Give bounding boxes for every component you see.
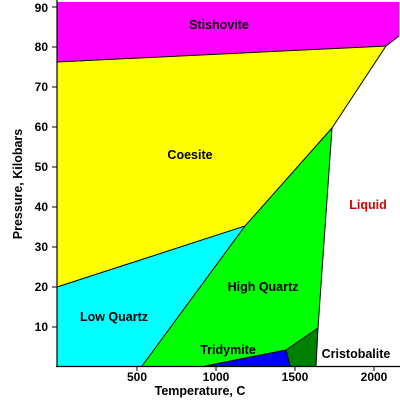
x-tick-label: 500	[127, 370, 147, 384]
y-tick-label: 50	[35, 160, 49, 174]
label-stishovite: Stishovite	[189, 18, 249, 32]
x-axis-title: Temperature, C	[155, 384, 246, 398]
y-tick-label: 70	[35, 80, 49, 94]
boundary-low-high-quartz	[141, 225, 246, 367]
y-axis-title: Pressure, Kilobars	[11, 129, 25, 240]
label-cristobalite: Cristobalite	[322, 347, 391, 361]
y-tick-label: 90	[35, 1, 49, 15]
region-coesite	[57, 46, 386, 287]
x-tick-marks	[136, 366, 375, 371]
y-tick-label: 20	[35, 280, 49, 294]
region-low-quartz	[57, 226, 245, 366]
boundary-coesite-liquid	[315, 45, 387, 367]
region-stishovite	[57, 2, 399, 62]
y-tick-label: 80	[35, 40, 49, 54]
region-high-quartz	[142, 128, 332, 366]
boundary-tridymite-cristobalite	[285, 349, 291, 367]
y-tick-label: 30	[35, 240, 49, 254]
label-high-quartz: High Quartz	[228, 280, 299, 294]
region-cristobalite	[286, 328, 318, 366]
x-tick-label: 2000	[361, 370, 388, 384]
label-coesite: Coesite	[167, 148, 212, 162]
label-tridymite: Tridymite	[200, 343, 256, 357]
y-tick-label: 60	[35, 120, 49, 134]
y-tick-label: 10	[35, 320, 49, 334]
x-tick-label: 1500	[282, 370, 309, 384]
label-low-quartz: Low Quartz	[80, 310, 148, 324]
y-tick-marks	[52, 6, 57, 328]
y-tick-label: 40	[35, 200, 49, 214]
label-liquid: Liquid	[349, 198, 387, 212]
x-tick-label: 1000	[203, 370, 230, 384]
